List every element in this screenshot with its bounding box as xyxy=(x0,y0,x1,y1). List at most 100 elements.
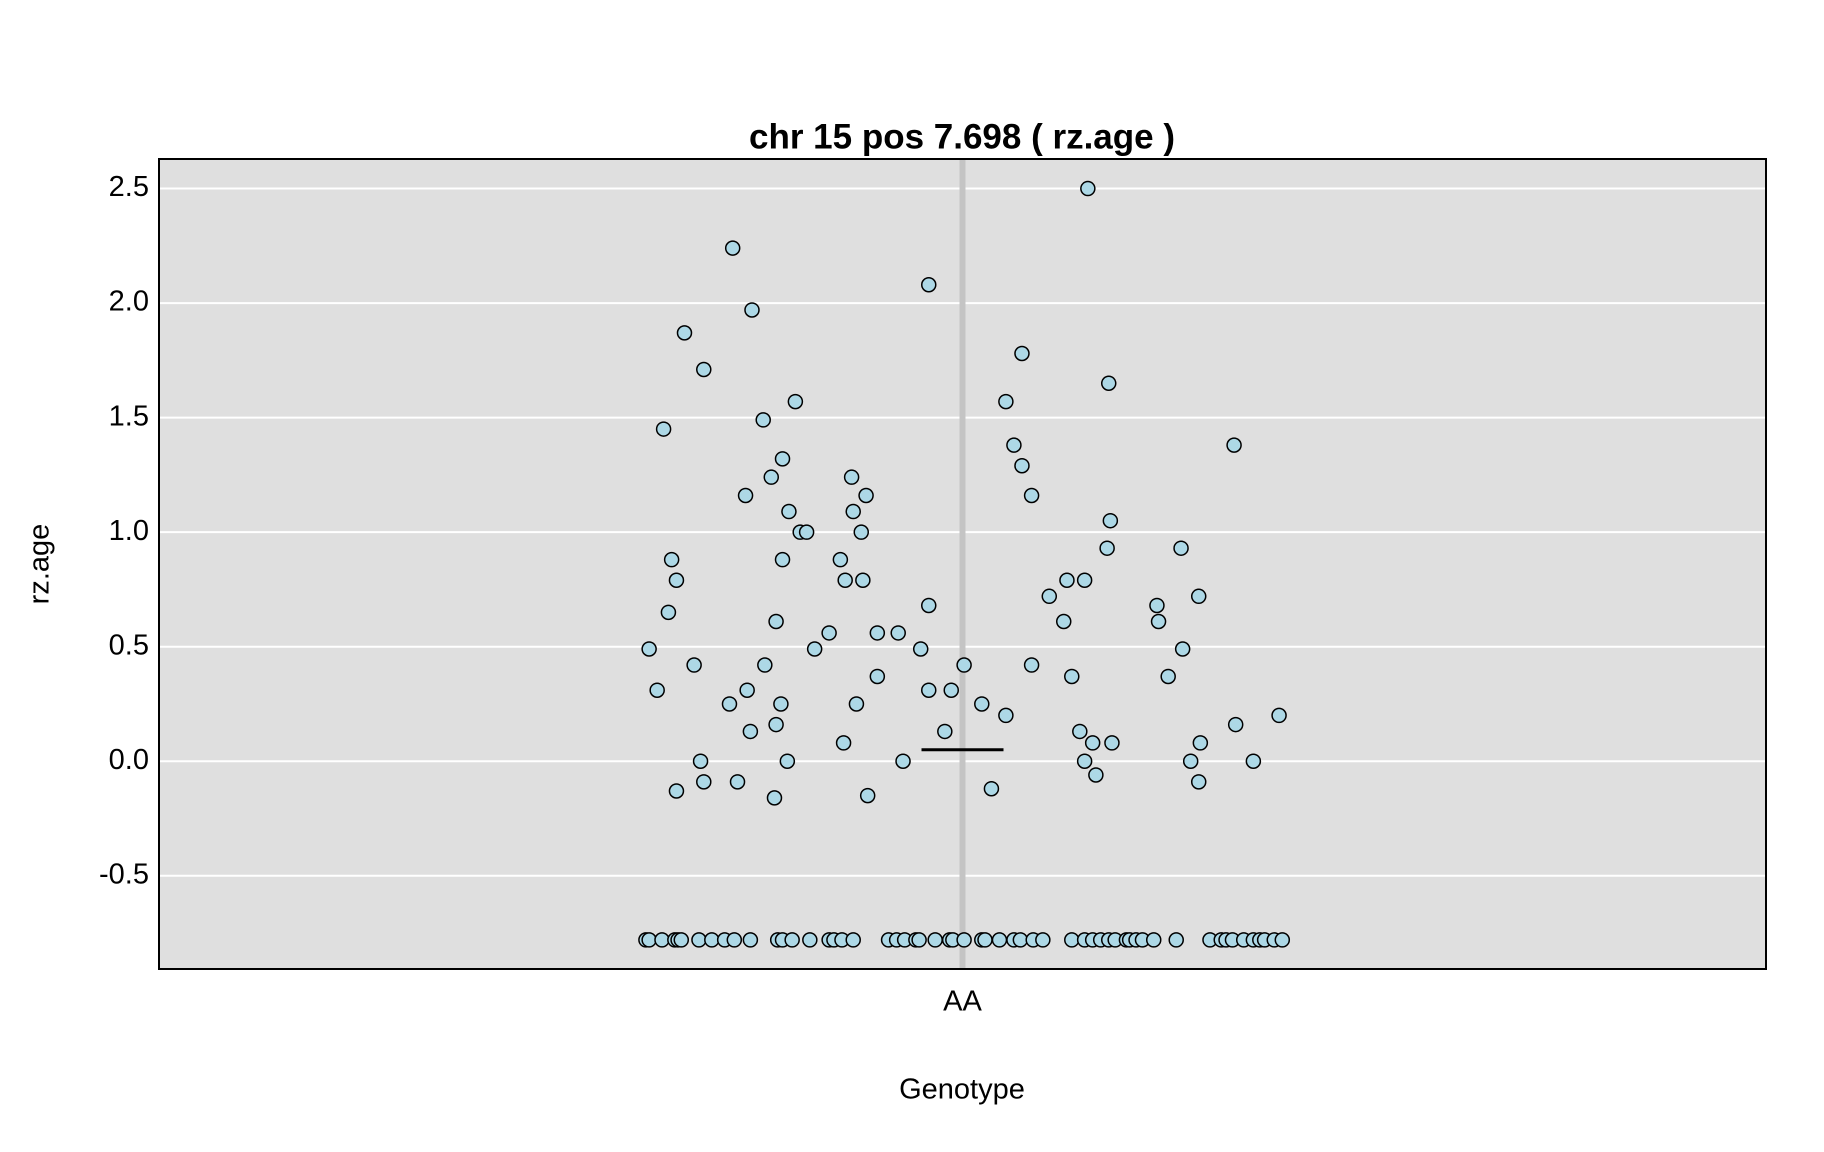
point xyxy=(943,682,960,698)
point xyxy=(766,790,783,806)
point xyxy=(1160,668,1176,685)
point xyxy=(721,696,738,712)
point xyxy=(1149,597,1165,614)
point xyxy=(821,625,837,641)
x-axis-label: Genotype xyxy=(899,1074,1025,1106)
y-tick-label: -0.5 xyxy=(99,858,149,890)
point xyxy=(1182,753,1199,769)
point xyxy=(774,451,791,467)
point xyxy=(806,641,823,657)
point xyxy=(1084,735,1101,751)
point xyxy=(1100,375,1117,392)
point xyxy=(1023,487,1040,504)
point xyxy=(1173,540,1189,556)
point xyxy=(802,932,818,948)
point xyxy=(921,682,937,698)
y-tick-label: 0.5 xyxy=(109,629,149,661)
point xyxy=(1174,641,1191,657)
point xyxy=(798,524,815,540)
point xyxy=(774,551,791,568)
point xyxy=(655,421,672,437)
point xyxy=(895,753,911,769)
point xyxy=(1055,613,1072,630)
y-axis-label: rz.age xyxy=(24,524,56,605)
point xyxy=(660,604,677,621)
point xyxy=(1035,932,1051,948)
point xyxy=(742,723,759,740)
point xyxy=(1014,345,1030,362)
point xyxy=(845,932,861,948)
point xyxy=(937,723,953,740)
point xyxy=(1145,932,1162,948)
point xyxy=(755,412,771,428)
point xyxy=(649,682,665,698)
point xyxy=(1192,735,1209,751)
point xyxy=(1041,588,1058,605)
point xyxy=(998,707,1014,724)
point xyxy=(1227,716,1244,733)
point xyxy=(742,932,759,948)
point xyxy=(757,657,773,673)
point xyxy=(983,780,1000,797)
point xyxy=(773,696,789,712)
point xyxy=(956,657,972,673)
point xyxy=(835,735,852,751)
point xyxy=(1076,753,1093,769)
point xyxy=(832,551,849,568)
point xyxy=(1271,707,1287,724)
point xyxy=(845,503,861,520)
point xyxy=(1076,572,1093,589)
point xyxy=(729,774,746,790)
point xyxy=(1245,753,1262,769)
point xyxy=(1150,613,1167,630)
point xyxy=(1104,735,1120,751)
point xyxy=(1014,457,1030,474)
point xyxy=(927,932,943,948)
point xyxy=(869,625,886,641)
point xyxy=(1226,437,1242,453)
point xyxy=(696,361,712,378)
plot-border xyxy=(158,158,1767,970)
y-tick-label: 2.0 xyxy=(109,286,149,318)
chart-title: chr 15 pos 7.698 ( rz.age ) xyxy=(749,117,1175,156)
point xyxy=(768,716,784,733)
y-tick-label: 1.0 xyxy=(109,515,149,547)
point xyxy=(781,503,797,520)
point xyxy=(859,787,876,804)
point xyxy=(744,302,760,318)
point xyxy=(855,572,871,589)
point xyxy=(977,932,993,948)
y-tick-label: 2.5 xyxy=(109,171,149,203)
point xyxy=(696,774,712,790)
point xyxy=(843,469,860,485)
point xyxy=(686,657,702,673)
point xyxy=(787,393,804,410)
point xyxy=(737,487,754,504)
point xyxy=(921,277,937,293)
point xyxy=(739,682,755,698)
point xyxy=(1006,437,1022,453)
point xyxy=(1059,572,1075,589)
point xyxy=(763,469,780,485)
point xyxy=(921,597,937,614)
point xyxy=(998,393,1014,410)
point xyxy=(974,696,990,712)
point xyxy=(668,572,685,589)
point xyxy=(704,932,720,948)
point xyxy=(1168,932,1184,948)
point xyxy=(726,932,743,948)
point xyxy=(912,641,929,657)
point xyxy=(724,240,741,256)
point xyxy=(779,753,796,769)
point xyxy=(1099,540,1115,556)
point xyxy=(1072,723,1088,740)
point xyxy=(837,572,853,589)
point xyxy=(692,753,709,769)
x-tick-label: AA xyxy=(943,986,982,1018)
point xyxy=(784,932,800,948)
point xyxy=(641,641,657,657)
point xyxy=(676,325,693,341)
point xyxy=(1012,932,1029,948)
point xyxy=(911,932,927,948)
